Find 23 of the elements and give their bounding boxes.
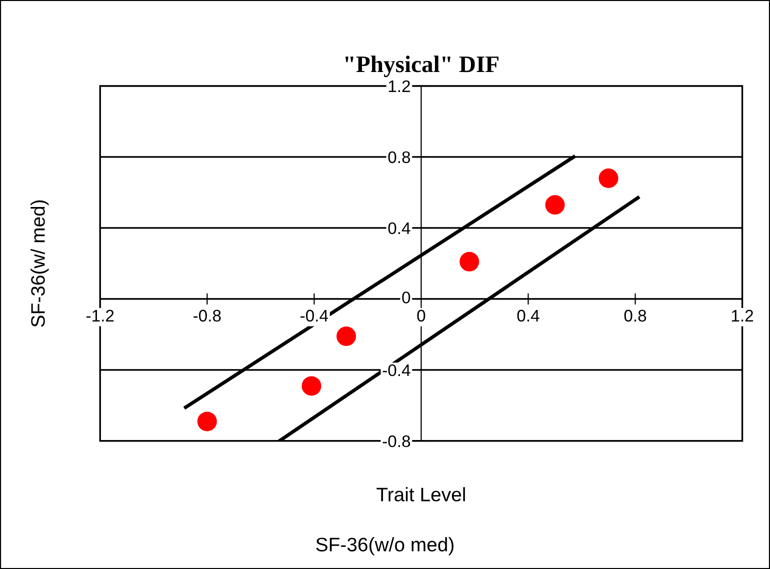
point	[545, 195, 565, 215]
point	[197, 412, 217, 432]
y-tick-label: 0.4	[388, 222, 410, 234]
x-tick-label: 0.4	[517, 310, 540, 322]
y-tick-label: -0.4	[382, 364, 410, 376]
y-tick-label: 0	[402, 292, 410, 304]
x-axis-title: Trait Level	[376, 487, 465, 502]
x-tick-label: 0	[417, 310, 426, 322]
x-tick-label: 1.2	[732, 310, 754, 322]
point	[336, 326, 356, 346]
y-tick-label: 0.8	[388, 151, 410, 164]
y-axis-title: SF-36(w/ med)	[30, 200, 49, 327]
point	[302, 376, 322, 396]
y-tick-label: 1.2	[388, 80, 410, 92]
point	[598, 168, 618, 188]
y-tick-label: -0.8	[382, 435, 410, 448]
point	[460, 252, 480, 272]
x-tick-label: -0.8	[194, 310, 221, 322]
text: SF-36(w/o med)	[316, 537, 454, 556]
x-tick-label: -1.2	[86, 310, 114, 322]
x-tick-label: -0.4	[300, 310, 328, 322]
chart-title: "Physical" DIF	[345, 56, 498, 78]
x-tick-label: 0.8	[624, 310, 646, 322]
